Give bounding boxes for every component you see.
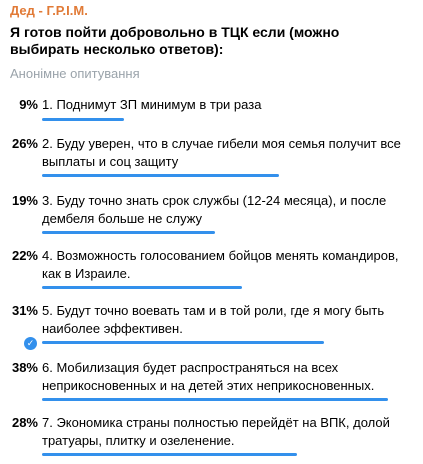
option-percent: 22% <box>11 248 38 263</box>
option-text: 7. Экономика страны полностью перейдёт н… <box>42 415 390 448</box>
option-bar <box>42 398 388 401</box>
option-percent: 9% <box>19 97 38 112</box>
option-percent: 28% <box>11 415 38 430</box>
option-text: 1. Поднимут ЗП минимум в три раза <box>42 97 262 112</box>
option-text: 5. Будут точно воевать там и в той роли,… <box>42 303 385 336</box>
option-percent: 19% <box>11 193 38 208</box>
option-percent: 38% <box>11 360 38 375</box>
option-percent: 26% <box>11 136 38 151</box>
chosen-check-icon: ✓ <box>24 337 37 350</box>
poll-question: Я готов пойти добровольно в ТЦК если (мо… <box>10 24 340 57</box>
option-bar <box>42 286 242 289</box>
option-percent: 31% <box>11 303 38 318</box>
option-text: 3. Буду точно знать срок службы (12-24 м… <box>42 193 387 226</box>
option-bar <box>42 341 324 344</box>
author-name[interactable]: Дед - Г.Р.І.М. <box>10 3 88 18</box>
option-text: 2. Буду уверен, что в случае гибели моя … <box>42 136 401 169</box>
option-text: 6. Мобилизация будет распространяться на… <box>42 360 375 393</box>
option-bar <box>42 174 279 177</box>
poll-type-label: Анонімне опитування <box>10 66 140 81</box>
option-text: 4. Возможность голосованием бойцов менят… <box>42 248 399 281</box>
option-bar <box>42 231 215 234</box>
option-bar <box>42 453 297 456</box>
option-bar <box>42 118 124 121</box>
